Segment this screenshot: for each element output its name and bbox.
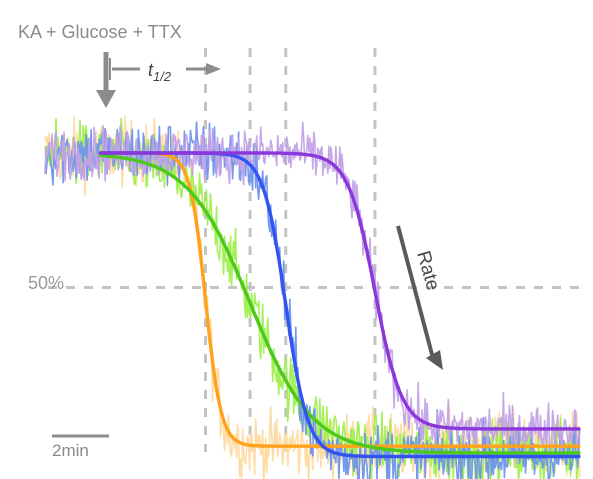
fifty-percent-label: 50% (28, 273, 64, 293)
fit-curve-2 (98, 153, 581, 455)
fit-curve-4 (98, 151, 581, 431)
rate-arrow (396, 225, 443, 370)
half-time-arrow (109, 58, 221, 80)
raw-trace-2 (44, 117, 581, 479)
stimulus-arrow (96, 52, 116, 108)
half-time-label: t1/2 (148, 60, 172, 84)
fit-curves (98, 151, 581, 459)
raw-traces (44, 115, 581, 479)
stimulus-label: KA + Glucose + TTX (18, 22, 182, 42)
reference-lines (48, 48, 580, 452)
scale-bar-label: 2min (52, 441, 89, 460)
fit-curve-1 (98, 151, 581, 448)
fit-curve-3 (98, 151, 581, 459)
